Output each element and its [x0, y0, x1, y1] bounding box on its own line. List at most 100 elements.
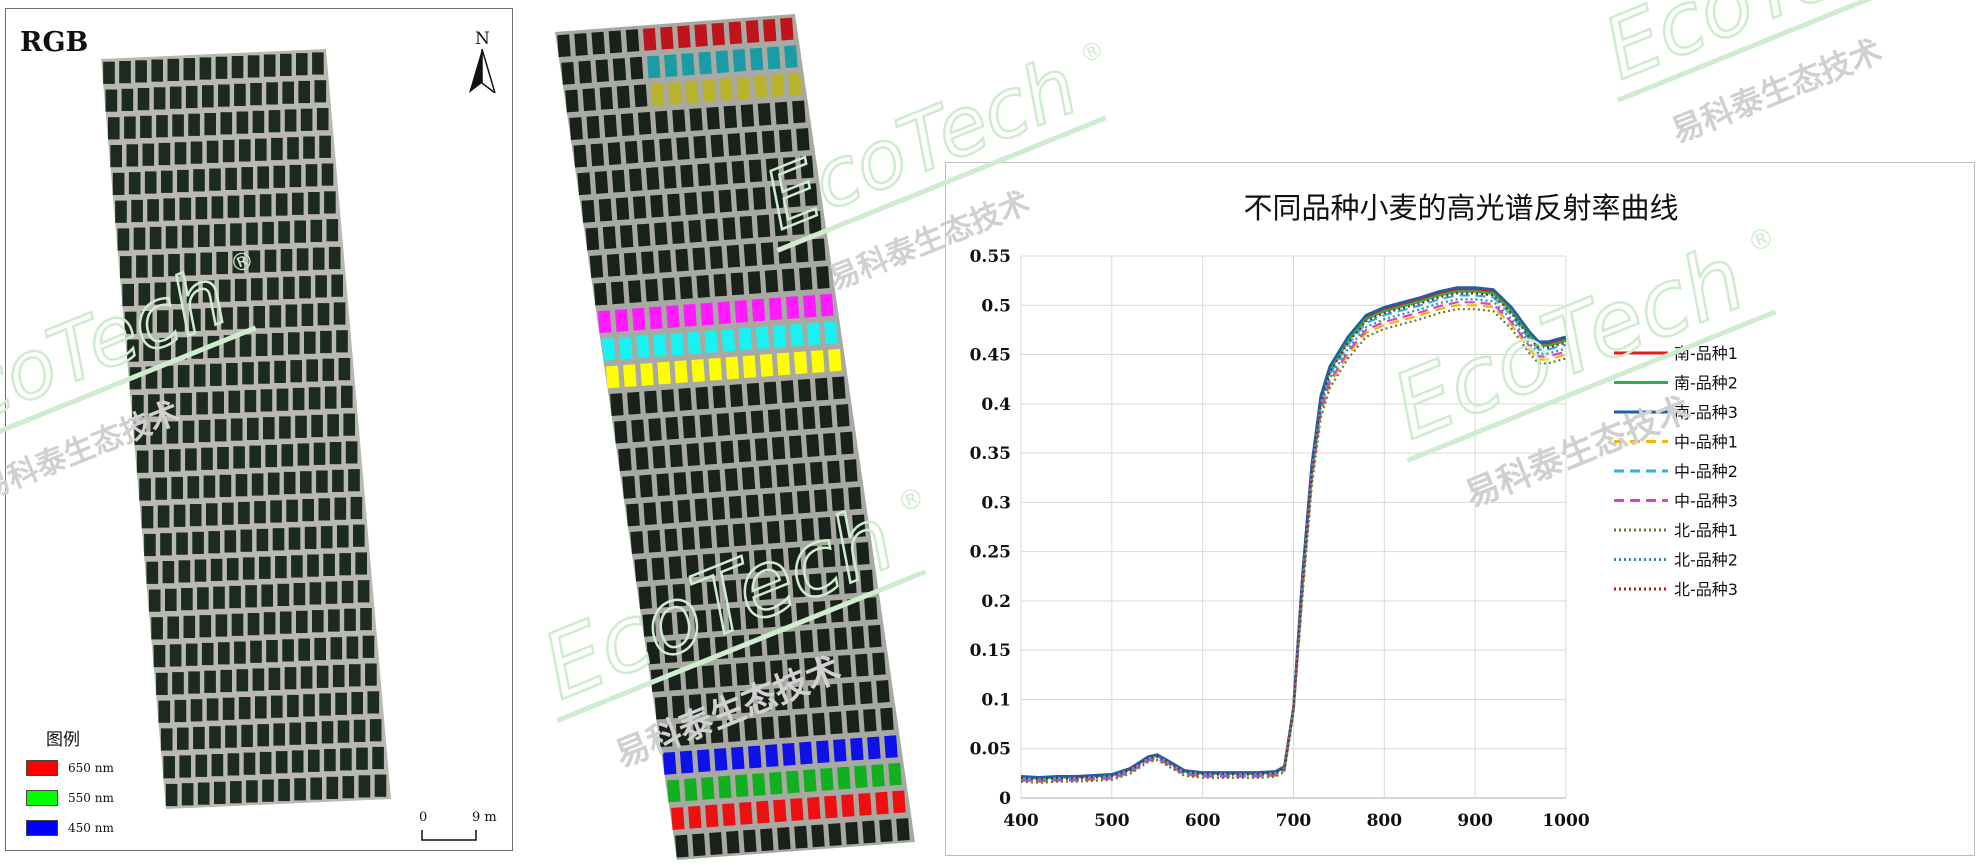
field-plot: [211, 196, 224, 219]
field-plot: [769, 771, 783, 795]
field-plot: [591, 31, 606, 55]
field-plot: [710, 134, 725, 158]
field-plot: [252, 110, 265, 133]
field-plot: [248, 250, 261, 273]
field-plot: [206, 140, 219, 163]
field-plot: [221, 307, 233, 330]
field-plot: [192, 531, 204, 554]
field-plot: [766, 46, 781, 70]
field-plot: [615, 309, 629, 332]
field-plot: [632, 196, 647, 219]
field-plot: [702, 79, 716, 103]
field-plot: [188, 113, 200, 136]
y-tick-label: 0.3: [981, 493, 1011, 513]
field-plot: [263, 54, 276, 77]
field-plot: [360, 608, 372, 631]
field-plot: [703, 441, 718, 465]
field-plot: [719, 77, 734, 101]
field-plot: [304, 526, 317, 549]
scale-bar: [421, 830, 477, 841]
field-plot: [148, 394, 160, 417]
field-plot: [739, 690, 754, 714]
field-plot: [214, 781, 226, 804]
field-plot: [147, 199, 159, 222]
field-plot: [281, 444, 294, 467]
field-plot: [658, 724, 673, 748]
field-plot: [182, 420, 195, 443]
field-plot: [260, 389, 273, 412]
field-plot: [647, 529, 662, 553]
field-plot: [309, 582, 322, 605]
field-plot: [804, 183, 818, 207]
field-plot: [655, 585, 670, 608]
field-plot: [757, 689, 771, 712]
field-plot: [230, 418, 243, 441]
x-tick-label: 1000: [1542, 811, 1589, 831]
field-plot: [863, 708, 877, 732]
field-plot: [324, 749, 336, 772]
field-plot: [749, 47, 764, 71]
field-plot: [341, 385, 353, 408]
field-plot: [234, 278, 247, 302]
field-plot: [720, 440, 735, 464]
field-plot: [688, 805, 702, 829]
field-plot: [833, 739, 847, 762]
field-plot: [647, 55, 661, 79]
field-plot: [744, 717, 758, 741]
field-plot: [736, 551, 751, 574]
field-plot: [847, 598, 861, 622]
field-plot: [581, 199, 596, 223]
field-plot: [630, 531, 644, 554]
field-plot: [721, 328, 736, 352]
field-plot: [181, 588, 193, 611]
field-plot: [267, 277, 279, 300]
field-plot: [766, 520, 781, 544]
field-plot: [864, 597, 878, 621]
field-plot: [319, 693, 331, 716]
field-plot: [310, 777, 322, 800]
legend-label: 550 nm: [68, 791, 114, 805]
field-plot: [787, 658, 801, 682]
rgb-field-image: [101, 49, 391, 809]
field-plot: [641, 251, 655, 275]
field-plot: [809, 573, 823, 597]
field-plot: [671, 695, 686, 719]
field-plot: [627, 391, 641, 415]
field-plot: [259, 556, 271, 579]
field-plot: [168, 254, 180, 277]
field-plot: [303, 136, 315, 159]
legend-label: 中-品种2: [1674, 462, 1738, 481]
field-plot: [585, 227, 600, 251]
field-plot: [608, 30, 623, 54]
field-plot: [735, 662, 750, 686]
field-plot: [719, 552, 734, 576]
field-plot: [646, 167, 660, 190]
field-plot: [193, 169, 205, 192]
field-plot: [637, 223, 651, 247]
field-plot: [674, 360, 688, 384]
field-plot: [275, 556, 287, 579]
field-plot: [739, 801, 753, 825]
field-plot: [761, 604, 776, 628]
field-plot: [815, 377, 829, 401]
field-plot: [688, 694, 703, 717]
field-plot: [195, 754, 208, 777]
field-plot: [274, 360, 286, 383]
field-plot: [629, 56, 644, 80]
field-plot: [117, 228, 130, 251]
north-arrow-icon: [469, 49, 496, 93]
field-plot: [700, 302, 714, 326]
field-plot: [254, 501, 266, 524]
legend-label: 北-品种2: [1674, 551, 1738, 570]
field-plot: [161, 170, 173, 193]
field-plot: [214, 419, 227, 442]
field-plot: [876, 680, 890, 703]
field-plot: [628, 280, 642, 303]
field-plot: [645, 278, 659, 302]
field-plot: [844, 459, 858, 483]
field-plot: [611, 169, 626, 193]
field-plot: [228, 390, 241, 413]
field-plot: [785, 296, 800, 319]
field-plot: [298, 638, 310, 661]
field-plot: [266, 82, 278, 105]
